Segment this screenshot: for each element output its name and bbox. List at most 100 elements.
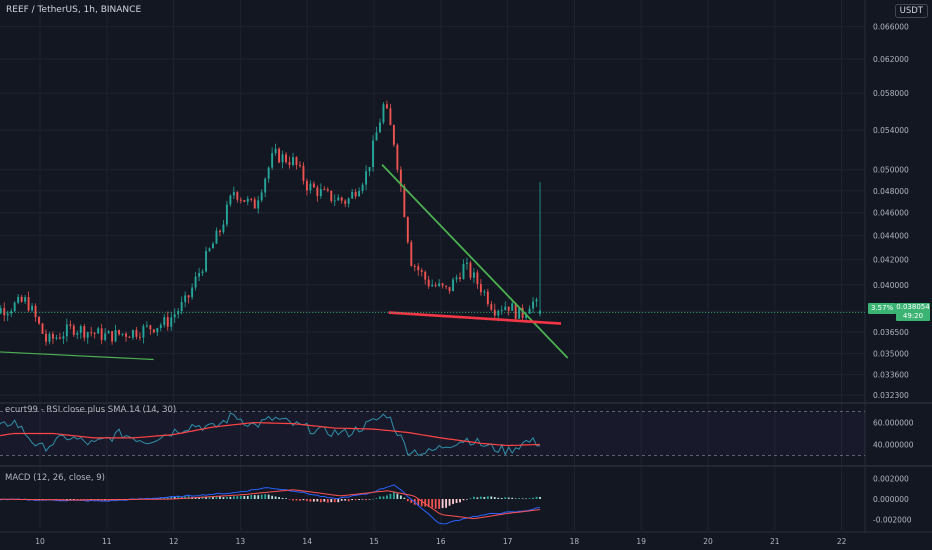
macd-histogram-bar bbox=[483, 496, 486, 499]
candle-body bbox=[333, 200, 336, 202]
candle-body bbox=[31, 305, 34, 311]
candle-body bbox=[389, 108, 392, 126]
macd-histogram-bar bbox=[271, 495, 274, 499]
price-tick-label: 0.062000 bbox=[873, 55, 909, 64]
candle-body bbox=[434, 284, 437, 286]
macd-histogram-bar bbox=[462, 499, 465, 501]
candle-body bbox=[285, 154, 287, 163]
candle-body bbox=[358, 191, 361, 197]
price-tick-label: 0.048000 bbox=[873, 187, 909, 196]
macd-histogram-bar bbox=[431, 499, 434, 508]
macd-histogram-bar bbox=[455, 499, 458, 504]
last-price-value: 0.038054 bbox=[896, 303, 930, 311]
candle-body bbox=[431, 284, 434, 287]
candle-body bbox=[382, 104, 385, 123]
macd-histogram-bar bbox=[278, 497, 280, 499]
candle-body bbox=[497, 310, 500, 316]
candle-body bbox=[111, 331, 114, 342]
macd-histogram-bar bbox=[486, 496, 489, 499]
candle-body bbox=[361, 184, 364, 192]
candle-body bbox=[225, 204, 228, 225]
macd-histogram-bar bbox=[326, 499, 329, 503]
candle-body bbox=[278, 148, 281, 163]
candle-body bbox=[472, 272, 475, 278]
time-tick-label: 11 bbox=[102, 537, 112, 546]
currency-selector[interactable]: USDT bbox=[894, 4, 928, 18]
candle-body bbox=[212, 243, 214, 249]
candle-body bbox=[392, 125, 395, 145]
macd-histogram-bar bbox=[448, 499, 451, 506]
macd-histogram-bar bbox=[424, 499, 427, 507]
macd-histogram-bar bbox=[427, 499, 430, 507]
candle-body bbox=[309, 183, 312, 191]
candle-body bbox=[10, 311, 13, 314]
macd-histogram-bar bbox=[368, 499, 371, 500]
rsi-tick-label: 40.000000 bbox=[873, 440, 914, 449]
candle-body bbox=[198, 273, 201, 277]
candle-body bbox=[159, 324, 162, 328]
candle-body bbox=[354, 191, 357, 197]
candle-body bbox=[27, 297, 30, 311]
price-tick-label: 0.035000 bbox=[873, 350, 909, 359]
bar-countdown: 49:20 bbox=[902, 312, 924, 320]
candle-body bbox=[65, 324, 68, 337]
macd-histogram-bar bbox=[438, 499, 441, 509]
macd-histogram-bar bbox=[493, 497, 496, 499]
candle-body bbox=[340, 197, 343, 201]
candle-body bbox=[125, 333, 127, 337]
last-price-badge: 0.038054 49:20 bbox=[896, 303, 930, 321]
candle-body bbox=[459, 277, 461, 280]
macd-histogram-bar bbox=[274, 496, 277, 499]
macd-histogram-bar bbox=[420, 499, 423, 507]
candle-body bbox=[97, 328, 100, 334]
candle-body bbox=[455, 277, 458, 280]
candle-body bbox=[24, 297, 27, 302]
candle-body bbox=[187, 295, 190, 298]
macd-histogram-bar bbox=[399, 495, 402, 499]
macd-signal-line bbox=[0, 489, 541, 520]
candle-body bbox=[55, 337, 58, 339]
candle-body bbox=[316, 187, 319, 197]
candle-body bbox=[483, 291, 486, 293]
macd-histogram-bar bbox=[518, 498, 521, 499]
price-tick-label: 0.066000 bbox=[873, 23, 909, 32]
macd-histogram-bar bbox=[83, 499, 86, 500]
time-tick-label: 17 bbox=[503, 537, 513, 546]
macd-histogram-bar bbox=[337, 499, 340, 503]
candle-body bbox=[45, 333, 47, 342]
candle-body bbox=[413, 265, 416, 267]
candle-body bbox=[194, 276, 197, 288]
candle-body bbox=[149, 325, 152, 330]
candle-body bbox=[351, 191, 354, 199]
candle-body bbox=[469, 262, 472, 278]
candle-body bbox=[236, 192, 239, 200]
candle-body bbox=[253, 199, 256, 209]
macd-histogram-bar bbox=[333, 499, 336, 503]
price-tick-label: 0.036500 bbox=[873, 328, 909, 337]
macd-histogram-bar bbox=[295, 499, 298, 501]
time-tick-label: 10 bbox=[35, 537, 45, 546]
macd-histogram-bar bbox=[65, 499, 68, 500]
macd-histogram-bar bbox=[243, 495, 246, 499]
candle-body bbox=[166, 317, 169, 327]
macd-histogram-bar bbox=[170, 496, 173, 499]
macd-histogram-bar bbox=[236, 496, 239, 499]
candle-body bbox=[476, 272, 479, 285]
candle-body bbox=[462, 263, 465, 280]
time-tick-label: 16 bbox=[436, 537, 446, 546]
macd-tick-label: 0.002000 bbox=[873, 474, 909, 483]
candle-body bbox=[445, 285, 448, 287]
rsi-line bbox=[0, 412, 541, 457]
macd-histogram-bar bbox=[525, 498, 528, 500]
macd-histogram-bar bbox=[354, 499, 357, 501]
candle-body bbox=[246, 198, 249, 202]
macd-histogram-bar bbox=[205, 497, 207, 499]
candle-body bbox=[83, 326, 86, 338]
candle-body bbox=[243, 200, 246, 202]
candle-body bbox=[410, 242, 413, 266]
macd-histogram-bar bbox=[159, 497, 162, 499]
candle-body bbox=[305, 180, 308, 191]
candle-body bbox=[271, 153, 274, 168]
candle-body bbox=[180, 301, 183, 312]
